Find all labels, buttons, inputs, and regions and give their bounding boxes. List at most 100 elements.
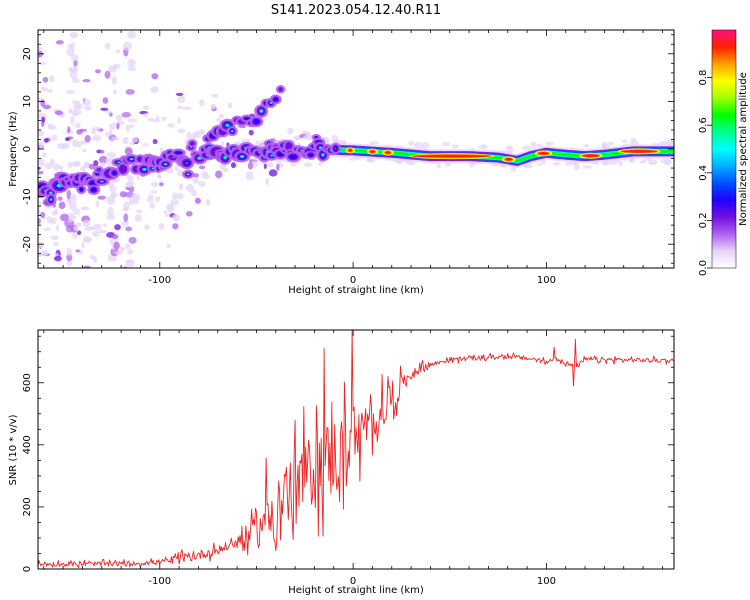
noise-blob [68, 67, 74, 73]
ridge-hotspot [537, 152, 550, 155]
noise-blob [420, 141, 430, 149]
noise-blob [163, 210, 168, 215]
noise-blob [38, 218, 41, 224]
ridge-hotspot [504, 158, 513, 161]
ridge-blob [79, 187, 83, 191]
ridge-hotspot [369, 150, 376, 154]
noise-blob [536, 143, 543, 148]
ridge-blob [185, 162, 189, 164]
noise-blob [42, 76, 49, 83]
noise-blob [621, 139, 628, 144]
noise-blob [263, 163, 267, 170]
y-tick-label: 10 [22, 95, 33, 108]
noise-blob [53, 163, 61, 171]
noise-blob [81, 241, 85, 249]
noise-blob [171, 214, 181, 222]
snr-x-axis-label: Height of straight line (km) [288, 585, 424, 596]
noise-blob [102, 97, 109, 104]
colorbar-frame [711, 29, 737, 269]
ridge-blob [226, 124, 229, 127]
x-tick-label: -100 [148, 576, 171, 587]
noise-blob [104, 70, 111, 79]
noise-blob [149, 202, 155, 210]
y-tick-label: 400 [22, 435, 33, 454]
noise-blob [115, 114, 123, 122]
noise-blob [158, 182, 164, 187]
noise-blob [414, 141, 422, 149]
colorbar: 0.0 0.2 0.4 0.6 0.8 Normalized spectral ampl… [698, 29, 749, 276]
noise-blob [80, 139, 87, 145]
ridge-blob [49, 198, 53, 201]
noise-blob [121, 220, 129, 227]
noise-blob [41, 290, 48, 295]
noise-blob [77, 230, 82, 235]
noise-blob [215, 170, 223, 179]
noise-blob [607, 141, 615, 146]
noise-blob [92, 134, 102, 142]
noise-blob [49, 158, 56, 166]
noise-blob [451, 144, 459, 149]
noise-blob [41, 292, 45, 299]
noise-blob [136, 173, 140, 181]
ridge-blob [308, 153, 313, 157]
noise-blob [100, 161, 106, 168]
ridge-blob [253, 119, 260, 124]
noise-blob [126, 248, 134, 255]
snr-line [38, 330, 674, 569]
noise-blob [84, 226, 94, 232]
noise-blob [149, 86, 159, 93]
noise-blob [116, 122, 120, 130]
noise-blob [536, 162, 542, 166]
y-tick-label: 600 [22, 373, 33, 392]
ridge-hotspot [582, 154, 600, 158]
noise-blob [40, 283, 45, 288]
noise-blob [66, 247, 72, 257]
x-tick-label: 0 [350, 576, 356, 587]
noise-blob [441, 142, 451, 147]
noise-blob [219, 163, 226, 170]
noise-blob [83, 265, 91, 268]
noise-blob [176, 128, 186, 134]
noise-blob [71, 280, 80, 286]
noise-blob [39, 62, 47, 66]
noise-blob [177, 169, 184, 177]
noise-blob [106, 206, 114, 217]
colorbar-tick-label: 0.4 [698, 165, 709, 181]
noise-blob [38, 166, 41, 171]
noise-blob [76, 141, 82, 148]
ridge-blob [175, 151, 182, 154]
noise-blob [303, 162, 313, 167]
noise-blob [40, 86, 49, 92]
noise-blob [410, 161, 416, 166]
noise-blob [161, 116, 167, 121]
noise-blob [276, 163, 280, 171]
noise-blob [95, 200, 100, 208]
noise-blob [125, 88, 135, 95]
x-tick-label: -100 [148, 275, 171, 286]
noise-blob [629, 139, 639, 146]
noise-blob [72, 67, 79, 73]
noise-blob [172, 223, 179, 230]
noise-blob [82, 78, 91, 83]
colorbar-gradient [712, 30, 736, 268]
noise-blob [436, 163, 442, 169]
noise-blob [82, 219, 91, 228]
noise-blob [268, 169, 278, 177]
noise-blob [248, 129, 254, 136]
noise-blob [71, 162, 80, 168]
noise-blob [227, 102, 233, 109]
noise-blob [59, 164, 64, 172]
noise-blob [66, 260, 73, 267]
noise-blob [69, 194, 77, 199]
noise-blob [38, 129, 45, 137]
noise-blob [38, 200, 43, 207]
ridge-blob [172, 156, 176, 158]
ridge-hotspot [385, 151, 391, 154]
noise-blob [318, 161, 323, 166]
noise-blob [59, 213, 69, 222]
noise-blob [166, 167, 174, 174]
noise-blob [287, 127, 294, 135]
noise-blob [230, 162, 236, 169]
noise-blob [147, 117, 154, 122]
